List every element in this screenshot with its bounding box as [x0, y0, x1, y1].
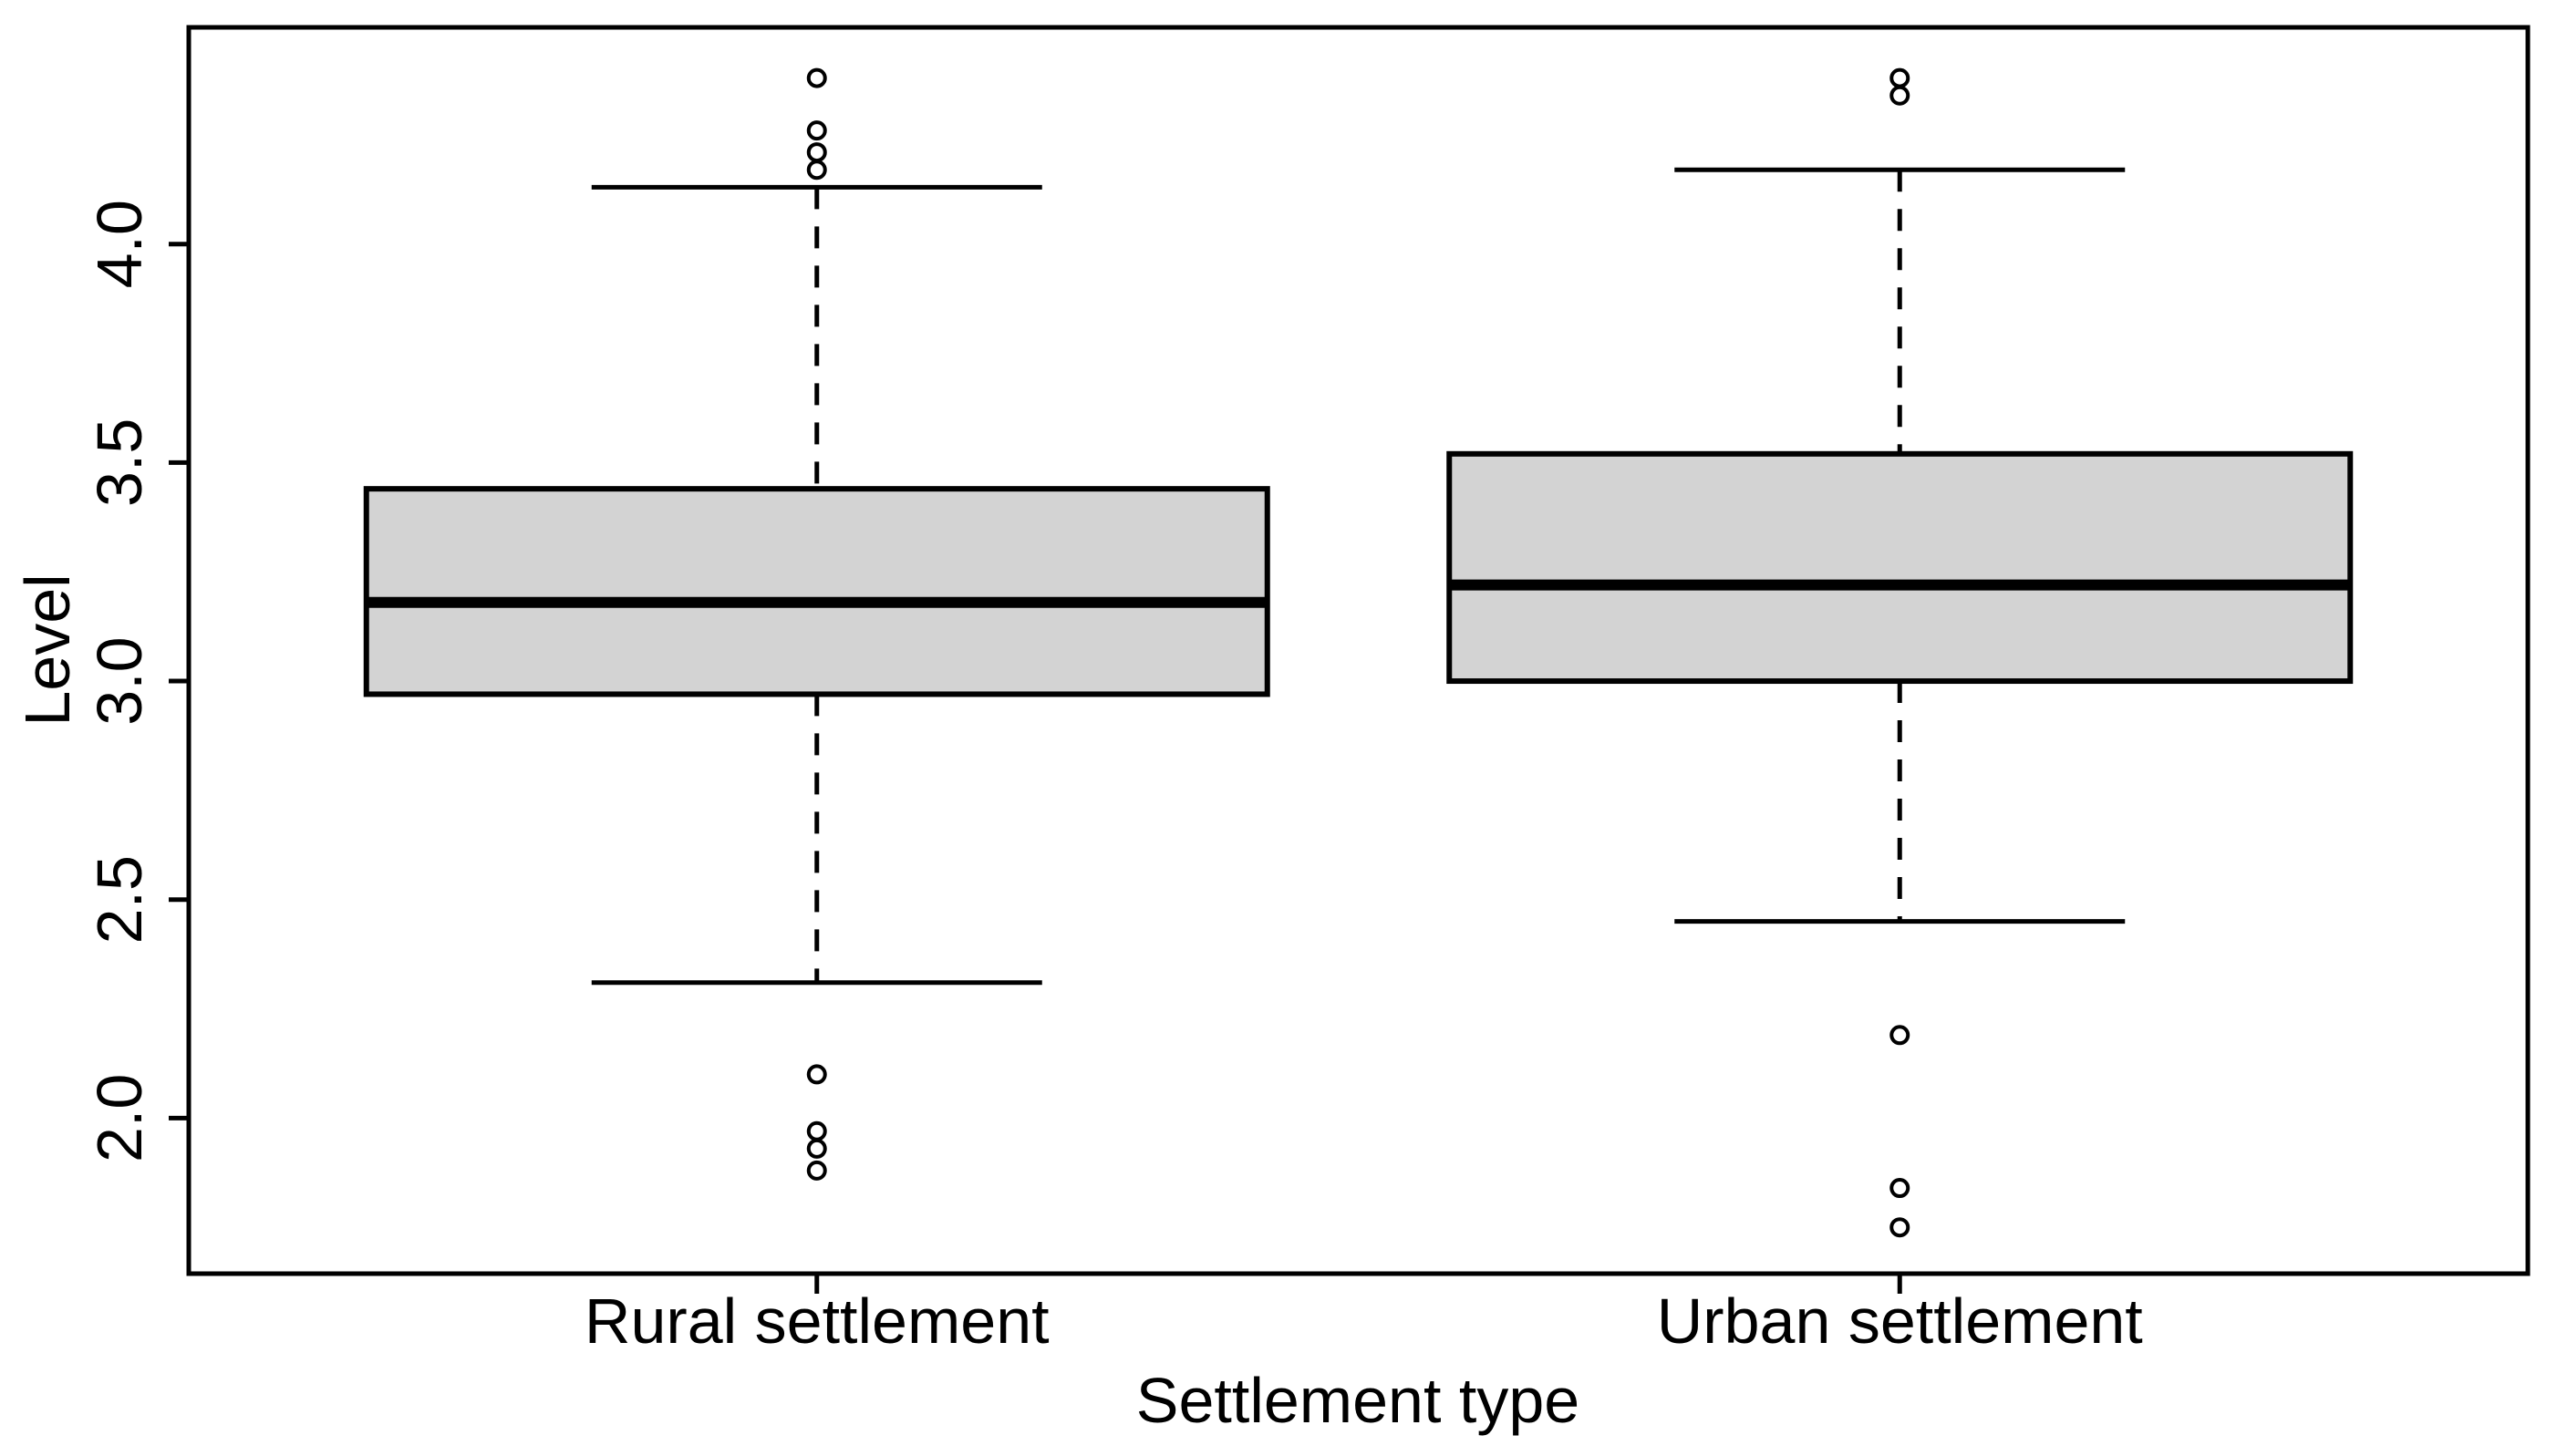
x-axis-title: Settlement type	[1135, 1365, 1580, 1436]
y-tick-label: 2.0	[84, 1074, 155, 1162]
plot-frame	[186, 25, 2531, 1276]
iqr-box	[1446, 450, 2354, 685]
outlier-point	[806, 142, 827, 163]
y-axis-title: Level	[12, 573, 83, 727]
outlier-point	[806, 1138, 827, 1159]
x-tick-label: Rural settlement	[585, 1286, 1050, 1357]
outlier-point	[1889, 1025, 1910, 1046]
y-tick-label: 4.0	[84, 200, 155, 288]
outlier-point	[806, 1064, 827, 1085]
outlier-point	[1889, 85, 1910, 106]
iqr-box	[363, 486, 1270, 697]
outlier-point	[806, 67, 827, 88]
outlier-point	[1889, 1217, 1910, 1238]
y-tick-label: 2.5	[84, 855, 155, 944]
outlier-point	[806, 1160, 827, 1181]
outlier-point	[1889, 67, 1910, 88]
outlier-point	[806, 1120, 827, 1141]
x-tick-label: Urban settlement	[1657, 1286, 2143, 1357]
y-tick-label: 3.0	[84, 636, 155, 725]
outlier-point	[806, 120, 827, 141]
y-tick-label: 3.5	[84, 418, 155, 507]
outlier-point	[1889, 1178, 1910, 1199]
outlier-point	[806, 160, 827, 181]
